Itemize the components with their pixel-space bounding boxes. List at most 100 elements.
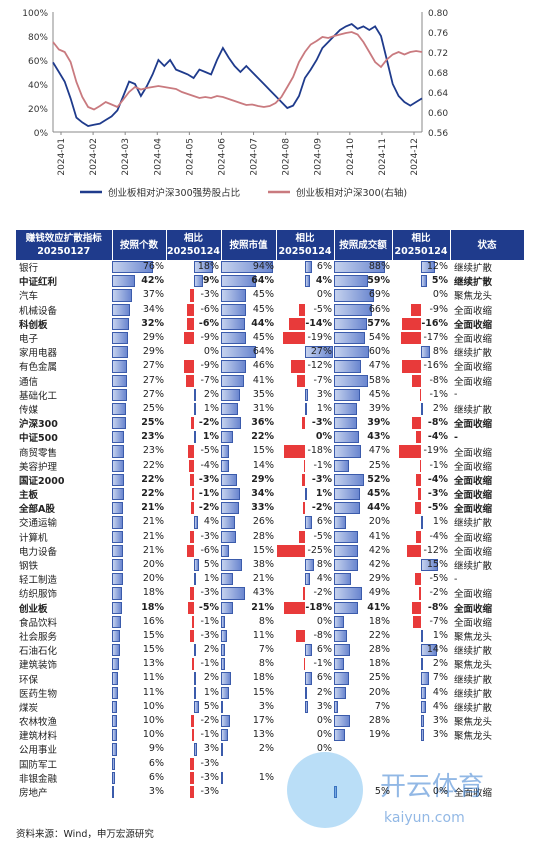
cell-value: -9% (429, 303, 449, 315)
change-cell: 3% (276, 700, 334, 714)
value-bar (334, 558, 359, 572)
change-cell: 0% (276, 288, 334, 302)
value-cell: 64% (221, 345, 276, 359)
cell-value: 19% (368, 729, 390, 741)
value-bar (112, 289, 132, 302)
table-row: 国防军工 6% -3% (16, 757, 524, 771)
value-cell: 54% (334, 331, 392, 345)
value-bar (334, 459, 349, 472)
x-tick-label: 2024-05 (185, 138, 195, 176)
change-cell: 1% (166, 430, 221, 444)
change-cell: -4% (392, 430, 450, 444)
change-cell: -8% (276, 629, 334, 643)
x-tick-label: 2024-11 (378, 138, 388, 176)
cell-value: 54% (368, 331, 390, 343)
cell-value: 18% (197, 261, 219, 272)
change-cell: 1% (392, 515, 450, 529)
value-bar (112, 700, 118, 713)
cell-value: 6% (148, 757, 164, 769)
cell-value: 42% (141, 275, 164, 287)
change-cell: 1% (166, 686, 221, 700)
change-cell: -3% (166, 629, 221, 643)
cell-value: 22% (142, 459, 164, 471)
value-bar (221, 544, 230, 557)
status-cell: - (454, 573, 458, 585)
cell-value: 20% (142, 573, 164, 585)
table-row: 商贸零售 23% -5% 15% -18% 47% -19% 全面收缩 (16, 444, 524, 459)
table-row: 轻工制造 20% 1% 21% 4% 29% -5% - (16, 572, 524, 586)
cell-value: 3% (258, 700, 274, 712)
change-bar (421, 700, 426, 713)
change-cell: -16% (392, 359, 450, 373)
value-bar (112, 729, 118, 742)
status-cell: 全面收缩 (454, 617, 493, 629)
row-name: 家用电器 (19, 348, 58, 360)
row-name: 通信 (19, 376, 39, 388)
cell-value: -9% (200, 360, 220, 372)
change-bar (421, 644, 438, 657)
value-cell (221, 757, 276, 771)
x-tick-label: 2024-08 (282, 138, 292, 176)
change-bar (402, 317, 421, 330)
value-bar (221, 331, 246, 345)
change-cell: -19% (276, 331, 334, 345)
cell-value: -5% (198, 601, 219, 613)
change-cell: -3% (166, 288, 221, 302)
value-cell: 34% (221, 487, 276, 501)
value-cell: 21% (221, 572, 276, 586)
cell-value: 0% (203, 346, 219, 358)
value-cell: 22% (334, 629, 392, 643)
row-name: 纺织服饰 (19, 589, 58, 601)
cell-value: -5% (313, 303, 333, 315)
change-bar (291, 360, 305, 373)
cell-value: -4% (427, 473, 448, 485)
value-cell: 42% (334, 544, 392, 558)
change-bar (193, 388, 196, 401)
x-tick-label: 2024-04 (153, 138, 163, 176)
change-bar (421, 275, 427, 288)
value-cell (221, 785, 276, 799)
value-cell: 57% (334, 317, 392, 331)
cell-value: -6% (200, 544, 220, 556)
value-cell: 1% (221, 771, 276, 785)
change-cell: -3% (166, 530, 221, 544)
value-cell: 10% (112, 728, 166, 742)
value-cell: 20% (112, 558, 166, 572)
cell-value: 41% (252, 374, 274, 386)
status-cell: 继续扩散 (454, 277, 493, 289)
cell-value: 2% (203, 388, 219, 400)
table-header-row: 赚钱效应扩散指标 20250127 按照个数 相比 20250124 按照市值 相比 2… (16, 230, 525, 260)
value-bar (221, 374, 244, 387)
value-bar (112, 644, 121, 657)
cell-value: 25% (141, 417, 164, 429)
cell-value: 1% (432, 629, 448, 641)
value-cell: 58% (334, 374, 392, 388)
change-bar (401, 331, 421, 345)
change-bar (193, 402, 196, 416)
change-bar (193, 686, 196, 699)
cell-value: 41% (368, 530, 390, 542)
change-cell: -3% (276, 416, 334, 430)
value-cell: 94% (221, 260, 276, 274)
value-bar (334, 402, 357, 416)
cell-value: 27% (142, 374, 164, 386)
change-cell: 2% (392, 402, 450, 416)
value-bar (112, 672, 118, 685)
y-left-tick-label: 0% (34, 129, 49, 139)
x-tick-label: 2024-01 (57, 138, 67, 176)
row-name: 中证500 (19, 433, 58, 445)
change-bar (186, 317, 194, 330)
status-cell: 全面收缩 (454, 334, 493, 346)
cell-value: 60% (368, 346, 390, 358)
status-cell: 全面收缩 (454, 603, 493, 615)
value-bar (221, 615, 226, 628)
change-cell: 4% (392, 686, 450, 700)
value-bar (112, 445, 125, 458)
value-cell: 44% (221, 317, 276, 331)
row-name: 国证2000 (19, 475, 65, 487)
value-cell: 21% (112, 515, 166, 529)
cell-value: 15% (426, 558, 448, 570)
change-cell: -1% (392, 388, 450, 402)
table-row: 电子 29% -9% 45% -19% 54% -17% 全面收缩 (16, 331, 524, 345)
value-cell: 39% (334, 416, 392, 430)
